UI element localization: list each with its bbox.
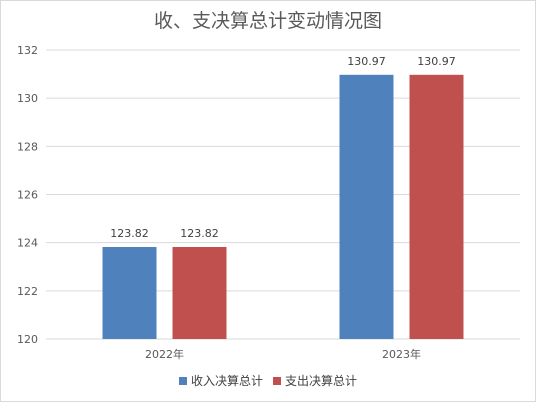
bar <box>172 247 227 339</box>
x-tick-label: 2023年 <box>382 347 421 361</box>
data-label: 130.97 <box>347 55 386 68</box>
y-tick-label: 122 <box>17 285 38 298</box>
legend-swatch-expense <box>273 376 281 385</box>
x-tick-label: 2022年 <box>145 347 184 361</box>
bar <box>339 74 394 339</box>
y-tick-label: 128 <box>17 140 38 153</box>
y-tick-label: 126 <box>17 189 38 202</box>
y-tick-label: 120 <box>17 333 38 346</box>
chart-legend: 收入决算总计 支出决算总计 <box>0 372 536 389</box>
legend-label-expense: 支出决算总计 <box>285 374 358 388</box>
chart-title: 收、支决算总计变动情况图 <box>153 10 382 32</box>
legend-swatch-income <box>178 376 187 385</box>
data-label: 130.97 <box>417 55 456 68</box>
bar <box>102 247 157 339</box>
y-tick-label: 130 <box>17 92 38 105</box>
data-label: 123.82 <box>110 227 149 240</box>
y-tick-label: 124 <box>17 237 38 250</box>
y-tick-label: 132 <box>17 44 38 57</box>
bar <box>409 74 464 339</box>
data-label: 123.82 <box>180 227 219 240</box>
legend-item-income: 收入决算总计 <box>178 372 263 389</box>
legend-item-expense: 支出决算总计 <box>273 372 357 389</box>
legend-label-income: 收入决算总计 <box>190 374 263 388</box>
